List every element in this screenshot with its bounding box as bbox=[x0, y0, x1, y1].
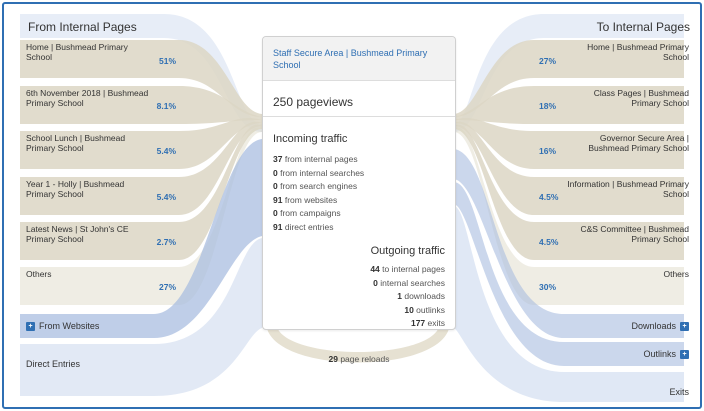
incoming-page-label: Latest News | St John's CE Primary Schoo… bbox=[26, 224, 129, 244]
outgoing-page-pct: 16% bbox=[539, 146, 557, 156]
expand-plus-icon: + bbox=[680, 321, 689, 331]
outgoing-page-row[interactable]: Information | Bushmead Primary School 4.… bbox=[539, 179, 689, 213]
flow-diagram bbox=[20, 14, 684, 402]
incoming-flow-band bbox=[20, 121, 262, 215]
incoming-stat: 0 from campaigns bbox=[273, 208, 341, 219]
outgoing-page-label: Class Pages | Bushmead Primary School bbox=[593, 88, 689, 108]
incoming-stat: 0 from search engines bbox=[273, 181, 358, 192]
incoming-stat: 0 from internal searches bbox=[273, 167, 365, 178]
incoming-flow-band bbox=[20, 124, 262, 260]
outgoing-flow-band bbox=[454, 121, 684, 215]
exits-label: Exits bbox=[669, 387, 689, 397]
expand-plus-icon: + bbox=[680, 349, 689, 359]
incoming-page-label: Others bbox=[26, 269, 52, 279]
direct-flow-band bbox=[20, 238, 262, 396]
outgoing-stat: 177 exits bbox=[410, 318, 445, 329]
outgoing-page-pct: 4.5% bbox=[539, 192, 559, 202]
outgoing-page-label: Governor Secure Area | Bushmead Primary … bbox=[588, 133, 689, 153]
incoming-page-label: 6th November 2018 | Bushmead Primary Sch… bbox=[26, 88, 149, 108]
flow-ribbon bbox=[20, 14, 262, 132]
websites-flow-band bbox=[20, 139, 262, 338]
incoming-traffic-heading: Incoming traffic bbox=[273, 133, 348, 145]
expand-plus-icon: + bbox=[26, 321, 35, 331]
incoming-page-pct: 2.7% bbox=[156, 237, 176, 247]
outgoing-page-pct: 18% bbox=[539, 101, 557, 111]
outgoing-stat: 1 downloads bbox=[397, 291, 445, 302]
outgoing-flow-band bbox=[454, 127, 684, 305]
direct-entries-label: Direct Entries bbox=[26, 359, 80, 369]
exits-flow-band bbox=[454, 206, 684, 402]
reloads-loop bbox=[266, 322, 450, 363]
page-title-link[interactable]: Staff Secure Area | Bushmead Primary Sch… bbox=[263, 37, 455, 81]
outgoing-stat: 10 outlinks bbox=[404, 304, 445, 315]
outgoing-stat: 44 to internal pages bbox=[370, 264, 445, 274]
page-summary-card: Staff Secure Area | Bushmead Primary Sch… bbox=[262, 36, 456, 330]
incoming-page-pct: 8.1% bbox=[156, 101, 176, 111]
outgoing-traffic-section: Outgoing traffic 44 to internal pages 0 … bbox=[370, 245, 445, 331]
incoming-page-label: School Lunch | Bushmead Primary School bbox=[26, 133, 126, 153]
outlinks-flow-band bbox=[454, 182, 684, 366]
incoming-flow-band bbox=[20, 40, 262, 117]
outgoing-flow-band bbox=[454, 124, 684, 260]
outgoing-others-row[interactable]: Others 30% bbox=[539, 269, 689, 303]
incoming-page-label: Year 1 - Holly | Bushmead Primary School bbox=[26, 179, 125, 199]
downloads-toggle[interactable]: Downloads + bbox=[631, 321, 689, 331]
outlinks-toggle[interactable]: Outlinks + bbox=[643, 349, 689, 359]
outgoing-page-pct: 30% bbox=[539, 282, 557, 292]
outgoing-page-row[interactable]: Class Pages | Bushmead Primary School 18… bbox=[539, 88, 689, 122]
incoming-traffic-section: Incoming traffic 37 from internal pages … bbox=[273, 133, 364, 235]
outgoing-page-row[interactable]: C&S Committee | Bushmead Primary School … bbox=[539, 224, 689, 258]
outgoing-page-label: Home | Bushmead Primary School bbox=[587, 42, 689, 62]
outlinks-label: Outlinks bbox=[643, 349, 676, 359]
outgoing-traffic-heading: Outgoing traffic bbox=[370, 245, 445, 257]
pageviews-count: 250 pageviews bbox=[263, 81, 455, 117]
exits-text: Exits bbox=[669, 387, 689, 397]
incoming-others-row[interactable]: Others 27% bbox=[26, 269, 176, 303]
incoming-page-pct: 5.4% bbox=[156, 192, 176, 202]
outgoing-flow-band bbox=[454, 118, 684, 169]
outgoing-page-pct: 27% bbox=[539, 56, 557, 66]
incoming-page-row[interactable]: Year 1 - Holly | Bushmead Primary School… bbox=[26, 179, 176, 213]
incoming-page-pct: 5.4% bbox=[156, 146, 176, 156]
from-websites-toggle[interactable]: + From Websites bbox=[26, 321, 99, 331]
incoming-stat: 91 direct entries bbox=[273, 221, 334, 232]
incoming-flow-band bbox=[20, 86, 262, 124]
to-internal-pages-heading: To Internal Pages bbox=[596, 20, 690, 34]
incoming-stat: 37 from internal pages bbox=[273, 154, 358, 164]
downloads-label: Downloads bbox=[631, 321, 676, 331]
downloads-flow-band bbox=[454, 149, 684, 338]
incoming-stat: 91 from websites bbox=[273, 194, 338, 205]
outgoing-flow-band bbox=[454, 86, 684, 124]
incoming-page-row[interactable]: Latest News | St John's CE Primary Schoo… bbox=[26, 224, 176, 258]
incoming-page-pct: 51% bbox=[158, 56, 176, 66]
direct-entries-text: Direct Entries bbox=[26, 359, 81, 369]
outgoing-page-row[interactable]: Governor Secure Area | Bushmead Primary … bbox=[539, 133, 689, 167]
outgoing-page-label: Information | Bushmead Primary School bbox=[567, 179, 689, 199]
incoming-page-label: Home | Bushmead Primary School bbox=[26, 42, 128, 62]
page-reloads: 29 page reloads bbox=[328, 354, 390, 364]
incoming-page-row[interactable]: School Lunch | Bushmead Primary School 5… bbox=[26, 133, 176, 167]
incoming-page-pct: 27% bbox=[158, 282, 176, 292]
incoming-page-row[interactable]: 6th November 2018 | Bushmead Primary Sch… bbox=[26, 88, 176, 122]
incoming-flow-band bbox=[20, 118, 262, 169]
flow-ribbon bbox=[454, 14, 684, 132]
incoming-page-row[interactable]: Home | Bushmead Primary School 51% bbox=[26, 42, 176, 76]
outgoing-flow-band bbox=[454, 40, 684, 117]
outgoing-page-row[interactable]: Home | Bushmead Primary School 27% bbox=[539, 42, 689, 76]
outgoing-page-pct: 4.5% bbox=[539, 237, 559, 247]
from-internal-pages-heading: From Internal Pages bbox=[28, 20, 137, 34]
from-websites-label: From Websites bbox=[39, 321, 100, 331]
outgoing-stat: 0 internal searches bbox=[373, 277, 445, 288]
outgoing-page-label: C&S Committee | Bushmead Primary School bbox=[580, 224, 690, 244]
outgoing-page-label: Others bbox=[663, 269, 689, 279]
